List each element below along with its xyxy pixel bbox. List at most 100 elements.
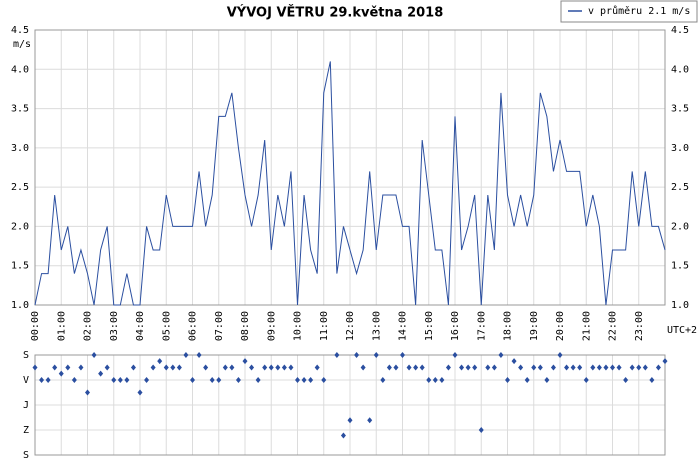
data-point — [505, 377, 510, 383]
data-point — [354, 352, 360, 358]
data-point — [235, 377, 241, 383]
data-point — [629, 364, 635, 371]
data-point — [360, 364, 366, 371]
data-point — [91, 352, 97, 358]
data-point — [616, 364, 622, 371]
y-tick-label: 1.5 — [11, 261, 29, 272]
data-point — [577, 364, 583, 371]
data-point — [426, 377, 432, 383]
x-tick-label: 13:00 — [371, 311, 382, 341]
x-tick-label: 09:00 — [266, 311, 277, 341]
x-tick-label: 22:00 — [608, 311, 619, 341]
data-point — [623, 377, 629, 383]
y-tick-label: 2.0 — [671, 221, 689, 232]
x-tick-label: 01:00 — [56, 311, 67, 341]
data-point — [249, 364, 255, 371]
data-point — [170, 364, 176, 371]
x-tick-label: 17:00 — [476, 311, 487, 341]
data-point — [655, 364, 661, 371]
data-point — [445, 364, 451, 371]
legend-label: v průměru 2.1 m/s — [588, 5, 690, 17]
data-point — [603, 364, 609, 371]
data-point — [104, 364, 110, 371]
data-point — [65, 364, 71, 371]
data-point — [45, 377, 51, 383]
data-point — [590, 364, 596, 371]
data-point — [518, 364, 524, 371]
x-tick-label: 06:00 — [188, 311, 199, 341]
data-point — [85, 389, 90, 396]
data-point — [478, 427, 484, 433]
y-tick-label: 4.5 — [11, 25, 29, 36]
data-point — [452, 352, 458, 358]
data-point — [176, 364, 182, 371]
y-tick-label: V — [23, 375, 29, 386]
x-tick-label: 14:00 — [398, 311, 409, 341]
data-point — [196, 352, 202, 358]
data-point — [321, 377, 327, 383]
y-tick-label: 4.0 — [671, 64, 689, 75]
y-tick-label: 3.0 — [671, 143, 689, 154]
data-point — [255, 377, 261, 383]
y-tick-label: 1.5 — [671, 261, 689, 272]
y-tick-label: 2.0 — [11, 221, 29, 232]
y-tick-label: 2.5 — [671, 182, 689, 193]
data-point — [242, 358, 248, 365]
data-point — [275, 364, 281, 371]
data-point — [485, 364, 491, 371]
data-point — [216, 377, 222, 383]
data-point — [393, 364, 399, 371]
data-point — [524, 377, 530, 383]
data-point — [124, 377, 130, 383]
data-point — [137, 389, 143, 396]
data-point — [222, 364, 228, 371]
data-point — [537, 364, 543, 371]
data-point — [544, 377, 550, 383]
y-tick-label: 1.0 — [671, 300, 689, 311]
chart-title: VÝVOJ VĚTRU 29.května 2018 — [227, 5, 444, 21]
data-point — [610, 364, 615, 371]
x-tick-label: 16:00 — [450, 311, 461, 341]
data-point — [183, 352, 189, 358]
y-tick-label: 3.5 — [11, 104, 29, 115]
y-tick-label: Z — [23, 425, 29, 436]
data-point — [498, 352, 504, 358]
data-point — [52, 364, 58, 371]
y-tick-label: 4.0 — [11, 64, 29, 75]
y-tick-label: S — [23, 450, 29, 460]
data-point — [288, 364, 294, 371]
y-tick-label: 3.0 — [11, 143, 29, 154]
data-point — [301, 377, 307, 383]
data-point — [367, 417, 373, 424]
data-point — [314, 364, 320, 371]
data-point — [459, 364, 465, 371]
data-point — [380, 377, 386, 383]
x-tick-label: 18:00 — [503, 311, 514, 341]
data-line — [34, 61, 666, 306]
x-tick-label: 00:00 — [30, 311, 41, 341]
x-tick-label: 04:00 — [135, 311, 146, 341]
x-axis-unit: UTC+2 — [667, 325, 697, 336]
data-point — [465, 364, 471, 371]
data-point — [472, 364, 478, 371]
data-point — [642, 364, 648, 371]
y-tick-label: 1.0 — [11, 300, 29, 311]
data-point — [58, 370, 64, 377]
data-point — [229, 364, 235, 371]
data-point — [386, 364, 392, 371]
data-point — [163, 364, 169, 371]
plot-frame — [34, 29, 666, 306]
data-point — [550, 364, 556, 371]
data-point — [491, 364, 497, 371]
data-point — [570, 364, 576, 371]
x-tick-label: 07:00 — [214, 311, 225, 341]
data-point — [511, 358, 517, 365]
data-point — [281, 364, 287, 371]
data-point — [413, 364, 419, 371]
y-axis-unit: m/s — [13, 39, 31, 50]
data-point — [400, 352, 405, 358]
data-point — [150, 364, 156, 371]
y-tick-label: 4.5 — [671, 25, 689, 36]
